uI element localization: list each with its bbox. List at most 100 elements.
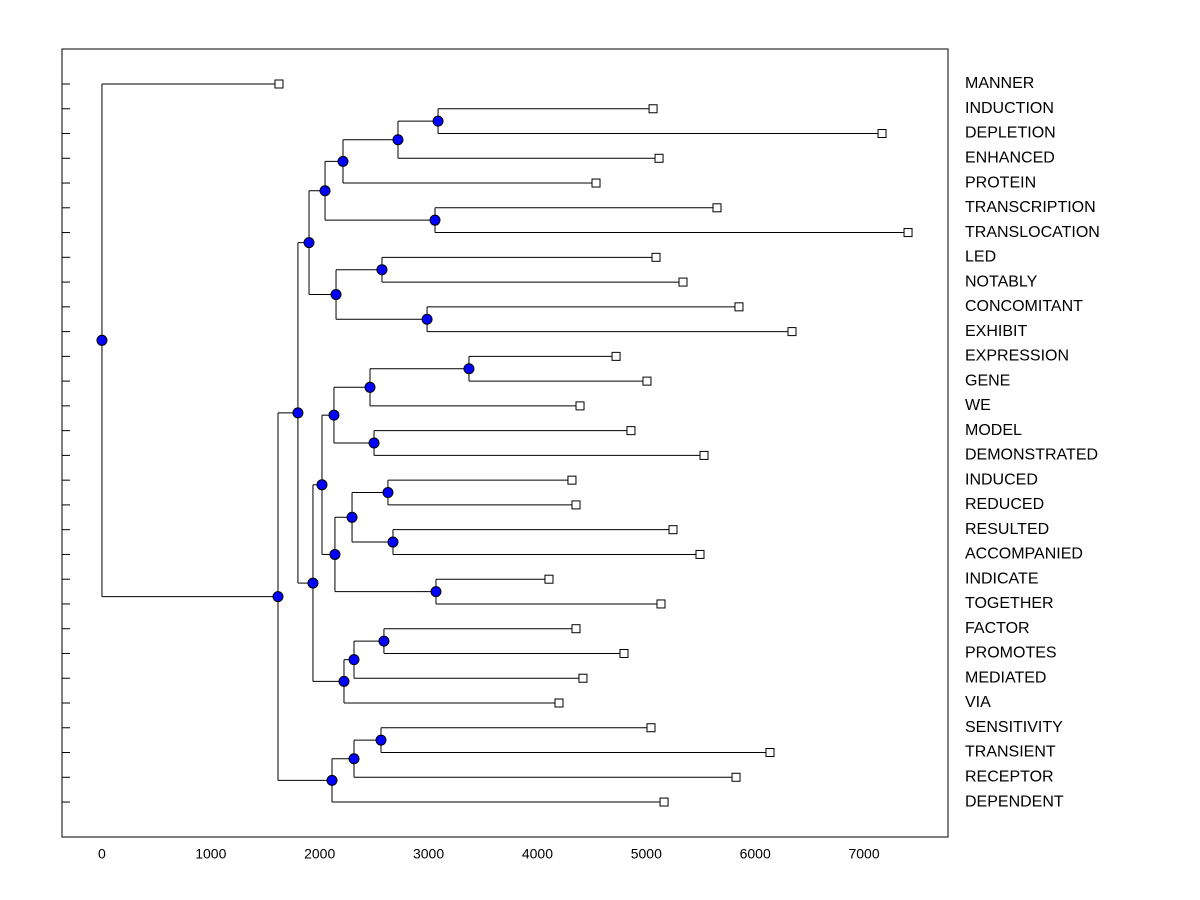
x-tick-label: 5000 xyxy=(631,846,662,862)
leaf xyxy=(571,500,581,510)
node xyxy=(326,774,338,786)
leaf xyxy=(575,401,585,411)
leaf xyxy=(619,648,629,658)
leaf-label: EXHIBIT xyxy=(965,323,1027,340)
leaf xyxy=(544,574,554,584)
lines xyxy=(62,83,909,803)
leaf xyxy=(765,748,775,758)
node xyxy=(392,134,404,146)
node xyxy=(316,479,328,491)
leaf xyxy=(642,376,652,386)
x-tick-label: 1000 xyxy=(195,846,226,862)
leaf xyxy=(611,351,621,361)
node xyxy=(368,437,380,449)
node xyxy=(307,577,319,589)
leaf-label: RESULTED xyxy=(965,521,1049,538)
leaf xyxy=(877,129,887,139)
x-tick-label: 7000 xyxy=(848,846,879,862)
node xyxy=(330,288,342,300)
leaf-label: DEPENDENT xyxy=(965,793,1064,810)
node xyxy=(303,237,315,249)
node xyxy=(348,654,360,666)
leaf xyxy=(731,772,741,782)
leaf xyxy=(571,624,581,634)
x-tick-label: 3000 xyxy=(413,846,444,862)
marks xyxy=(96,79,913,807)
leaf xyxy=(659,797,669,807)
leaf xyxy=(646,723,656,733)
leaf-label: WE xyxy=(965,397,991,414)
leaf xyxy=(591,178,601,188)
leaf-label: TRANSLOCATION xyxy=(965,224,1100,241)
leaf-label: PROTEIN xyxy=(965,174,1036,191)
node xyxy=(375,734,387,746)
node xyxy=(272,591,284,603)
leaf-label: MEDIATED xyxy=(965,669,1046,686)
leaf-label: TOGETHER xyxy=(965,595,1054,612)
node xyxy=(346,511,358,523)
leaf xyxy=(626,426,636,436)
labels: 0 1000 2000 3000 4000 5000 6000 7000 MANNER INDUC… xyxy=(98,75,1100,861)
node xyxy=(348,753,360,765)
leaf xyxy=(654,153,664,163)
plot-frame xyxy=(61,48,949,838)
leaf-label: SENSITIVITY xyxy=(965,719,1063,736)
node xyxy=(292,407,304,419)
x-tick-label: 4000 xyxy=(522,846,553,862)
leaf xyxy=(274,79,284,89)
x-tick-label: 6000 xyxy=(740,846,771,862)
leaf-label: FACTOR xyxy=(965,620,1030,637)
leaf xyxy=(567,475,577,485)
node xyxy=(329,548,341,560)
leaf xyxy=(712,203,722,213)
leaf-label: INDICATE xyxy=(965,570,1038,587)
leaf xyxy=(678,277,688,287)
leaf-label: ENHANCED xyxy=(965,149,1055,166)
leaf xyxy=(648,104,658,114)
leaf-label: MANNER xyxy=(965,75,1034,92)
leaf-label: NOTABLY xyxy=(965,273,1038,290)
node xyxy=(96,334,108,346)
leaf xyxy=(695,549,705,559)
leaf xyxy=(651,252,661,262)
leaf-label: DEPLETION xyxy=(965,125,1056,142)
leaf xyxy=(578,673,588,683)
leaf xyxy=(734,302,744,312)
leaf-label: PROMOTES xyxy=(965,645,1057,662)
node xyxy=(378,635,390,647)
leaf-label: GENE xyxy=(965,372,1010,389)
leaf-label: TRANSCRIPTION xyxy=(965,199,1096,216)
leaf xyxy=(668,525,678,535)
leaf xyxy=(699,450,709,460)
leaf xyxy=(903,228,913,238)
leaf-label: EXPRESSION xyxy=(965,348,1069,365)
node xyxy=(328,409,340,421)
node xyxy=(421,313,433,325)
leaf xyxy=(554,698,564,708)
node xyxy=(338,675,350,687)
node xyxy=(430,586,442,598)
node xyxy=(382,487,394,499)
leaf-label: VIA xyxy=(965,694,991,711)
x-tick-label: 2000 xyxy=(304,846,335,862)
node xyxy=(319,185,331,197)
leaf-label: MODEL xyxy=(965,422,1022,439)
leaf xyxy=(787,327,797,337)
leaf-label: ACCOMPANIED xyxy=(965,546,1083,563)
leaf xyxy=(656,599,666,609)
leaf-label: INDUCTION xyxy=(965,100,1054,117)
leaf-label: REDUCED xyxy=(965,496,1044,513)
leaf-label: RECEPTOR xyxy=(965,768,1054,785)
node xyxy=(337,155,349,167)
x-tick-label: 0 xyxy=(98,846,106,862)
leaf-label: TRANSIENT xyxy=(965,744,1056,761)
node xyxy=(463,363,475,375)
node xyxy=(364,381,376,393)
node xyxy=(432,115,444,127)
leaf-label: CONCOMITANT xyxy=(965,298,1083,315)
leaf-label: DEMONSTRATED xyxy=(965,447,1098,464)
node xyxy=(376,264,388,276)
leaf-label: LED xyxy=(965,249,996,266)
